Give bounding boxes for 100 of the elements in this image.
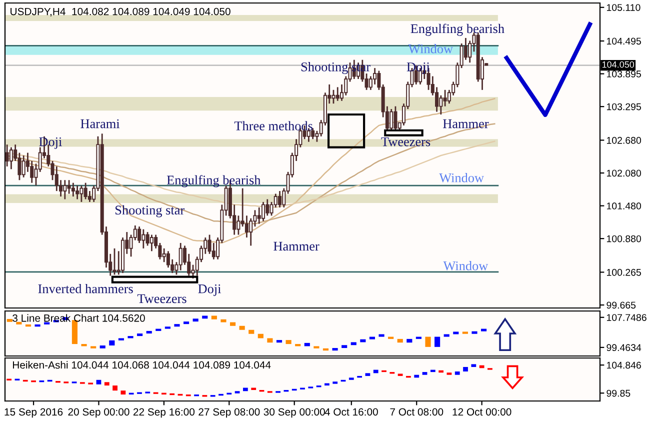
- annotation: Window: [443, 261, 488, 270]
- candlestick: [76, 184, 80, 200]
- candlestick: [249, 218, 253, 246]
- annotation: Three methods: [234, 121, 312, 130]
- candlestick: [84, 182, 88, 200]
- candlestick: [332, 89, 336, 104]
- candlestick: [266, 198, 270, 216]
- candlestick: [162, 248, 166, 263]
- candlestick: [9, 146, 13, 170]
- annotation: Tweezers: [381, 137, 430, 146]
- bar: [425, 336, 431, 347]
- y-tick-label: 99.4634: [606, 344, 642, 352]
- y-tick-label: 103.295: [606, 103, 641, 110]
- candlestick: [80, 184, 84, 203]
- x-tick-label: 20 Sep 00:00: [68, 408, 130, 418]
- candlestick: [390, 108, 394, 132]
- candlestick: [257, 206, 261, 225]
- annotation: Engulfing bearish: [166, 175, 261, 188]
- bar: [104, 382, 110, 386]
- candlestick: [71, 182, 75, 198]
- bar: [406, 338, 412, 343]
- annotation: Window: [408, 44, 453, 54]
- bar: [174, 324, 180, 327]
- bar: [472, 331, 478, 334]
- annotation: Inverted hammers: [38, 284, 133, 294]
- bar: [6, 318, 12, 322]
- bar: [96, 380, 102, 384]
- bar: [454, 371, 460, 375]
- bar: [434, 336, 440, 347]
- candlestick: [112, 248, 116, 276]
- bar: [304, 342, 310, 346]
- candlestick: [22, 154, 26, 178]
- bar: [25, 324, 32, 327]
- bar: [239, 326, 245, 330]
- annotation: Shooting star: [116, 205, 185, 218]
- y-tick-label: 101.480: [606, 202, 642, 210]
- bar: [322, 348, 329, 351]
- chart-title: Heiken-Ashi 104.044 104.068 104.044 104.089 104.044: [12, 361, 271, 369]
- x-tick-label: 22 Sep 16:00: [133, 408, 195, 418]
- bar: [72, 320, 78, 344]
- candlestick: [212, 242, 216, 260]
- x-tick-label: 12 Oct 00:00: [452, 408, 512, 416]
- bar: [276, 340, 282, 343]
- ref-line-label: 104.050: [602, 61, 634, 68]
- bar: [378, 334, 384, 337]
- candlestick: [150, 234, 154, 252]
- y-tick-label: 107.7486: [606, 314, 646, 321]
- annotation: Doji: [198, 284, 222, 296]
- bar: [100, 345, 106, 348]
- bar: [471, 364, 476, 367]
- candlestick: [336, 86, 340, 102]
- bar: [369, 336, 376, 340]
- y-tick-label: 100.880: [606, 235, 642, 242]
- y-tick-label: 104.846: [606, 362, 641, 369]
- bar: [230, 322, 236, 326]
- bar: [463, 366, 468, 372]
- candlestick: [63, 179, 67, 200]
- bar: [479, 365, 484, 368]
- annotation: Hammer: [443, 119, 489, 128]
- bar: [109, 340, 115, 346]
- bar: [365, 373, 370, 376]
- candlestick: [394, 106, 398, 132]
- bar: [112, 386, 118, 391]
- y-tick-label: 99.85: [606, 390, 630, 397]
- bar: [414, 374, 420, 378]
- bar: [220, 319, 226, 322]
- candlestick: [443, 89, 447, 107]
- bar: [137, 334, 143, 336]
- y-tick-label: 102.080: [606, 170, 642, 177]
- annotation: Window: [439, 173, 484, 182]
- bar: [397, 338, 403, 343]
- bar: [184, 322, 190, 324]
- annotation: Harami: [80, 119, 120, 128]
- bar: [202, 316, 208, 319]
- bar: [422, 372, 428, 375]
- annotation: Tweezers: [137, 294, 186, 304]
- y-tick-label: 103.895: [606, 70, 641, 78]
- bar: [267, 338, 273, 343]
- bar: [146, 330, 152, 334]
- y-tick-label: 105.110: [606, 4, 640, 11]
- bar: [350, 342, 356, 346]
- chart-title: USDJPY,H4 104.082 104.089 104.049 104.050: [10, 8, 230, 16]
- x-tick-label: 30 Sep 00:00: [264, 408, 325, 418]
- bar: [211, 316, 217, 320]
- bar: [192, 318, 198, 322]
- candlestick: [261, 201, 266, 222]
- x-tick-label: 15 Sep 2016: [4, 408, 63, 418]
- bar: [258, 334, 264, 338]
- y-tick-label: 100.265: [606, 268, 641, 276]
- bar: [430, 370, 436, 372]
- annotation: Engulfing bearish: [410, 24, 504, 36]
- x-tick-label: 7 Oct 08:00: [390, 408, 444, 416]
- candlestick: [5, 144, 9, 168]
- candlestick: [236, 214, 240, 236]
- candlestick: [67, 179, 71, 194]
- candlestick: [439, 94, 443, 116]
- y-tick-label: 104.495: [606, 38, 641, 45]
- y-tick-label: 102.680: [606, 136, 642, 144]
- bar: [286, 340, 292, 344]
- bar: [481, 328, 487, 332]
